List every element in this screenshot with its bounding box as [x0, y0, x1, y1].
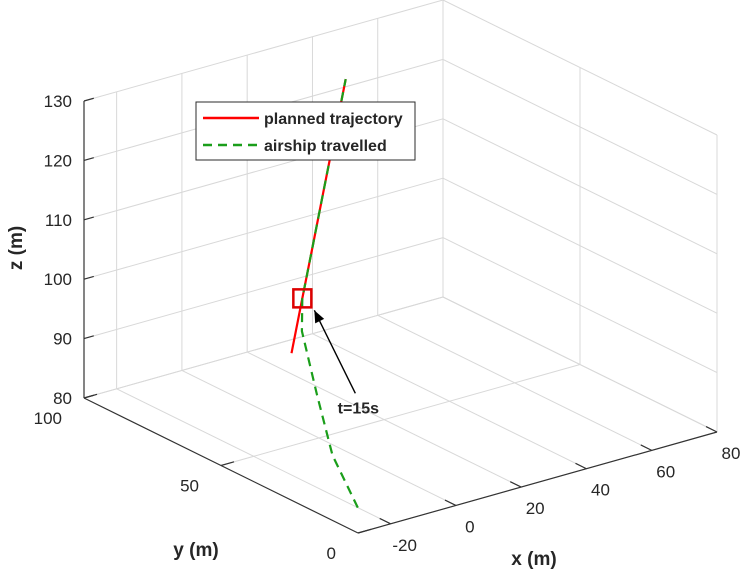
x-tick-label: 80	[722, 444, 741, 463]
z-tick	[83, 394, 94, 399]
legend-box	[195, 101, 416, 161]
x-axis-label: x (m)	[511, 549, 556, 570]
z-tick	[83, 275, 94, 280]
z-tick-label: 130	[44, 92, 72, 111]
wall-x-grid-z	[442, 237, 718, 374]
y-tick	[220, 461, 235, 467]
wall-y-grid-z	[83, 0, 444, 102]
floor-grid-y	[220, 364, 581, 466]
y-tick-label: 0	[327, 544, 336, 563]
x-tick	[509, 481, 522, 488]
y-tick-label: 100	[34, 409, 62, 428]
wall-x-grid-z	[442, 118, 718, 255]
x-tick	[705, 426, 718, 433]
legend-label-planned: planned trajectory	[264, 111, 403, 128]
x-tick	[575, 462, 587, 470]
x-tick	[444, 499, 457, 506]
annotations: t=15s	[292, 288, 379, 417]
y-axis-label: y (m)	[173, 540, 218, 561]
wall-y-grid-z	[83, 296, 444, 399]
x-tick-label: 60	[656, 462, 675, 481]
z-tick	[83, 97, 94, 102]
z-tick-label: 120	[44, 151, 72, 170]
tick-marks	[83, 97, 718, 534]
z-tick	[83, 335, 94, 340]
y-tick	[357, 528, 372, 534]
wall-x-grid-z	[442, 0, 718, 136]
legend: planned trajectory airship travelled	[195, 101, 416, 161]
annotation-arrow-shaft	[313, 310, 356, 394]
z-tick-label: 100	[44, 270, 72, 289]
z-tick-label: 90	[53, 330, 72, 349]
x-tick	[379, 517, 391, 525]
z-tick-label: 110	[45, 211, 72, 230]
wall-x-grid-z	[442, 58, 718, 195]
wall-x-grid-z	[442, 296, 718, 433]
annotation-label: t=15s	[338, 400, 379, 417]
x-axis-line	[357, 431, 718, 534]
z-tick-label: 80	[53, 389, 72, 408]
legend-label-travelled: airship travelled	[264, 138, 387, 155]
z-axis-label: z (m)	[6, 226, 27, 270]
x-tick-label: 20	[526, 499, 545, 518]
annotation-arrow-head	[314, 310, 325, 324]
z-tick	[83, 157, 94, 161]
wall-x-grid-z	[442, 177, 718, 314]
z-tick	[83, 216, 94, 221]
x-tick-label: 40	[591, 481, 610, 500]
y-tick-label: 50	[180, 477, 199, 496]
x-tick	[640, 444, 652, 451]
x-tick-label: 0	[465, 517, 474, 536]
wall-y-grid-z	[83, 237, 444, 340]
wall-y-grid-z	[83, 177, 444, 280]
annotation-marker-square	[292, 288, 313, 309]
x-tick-label: -20	[392, 536, 417, 555]
